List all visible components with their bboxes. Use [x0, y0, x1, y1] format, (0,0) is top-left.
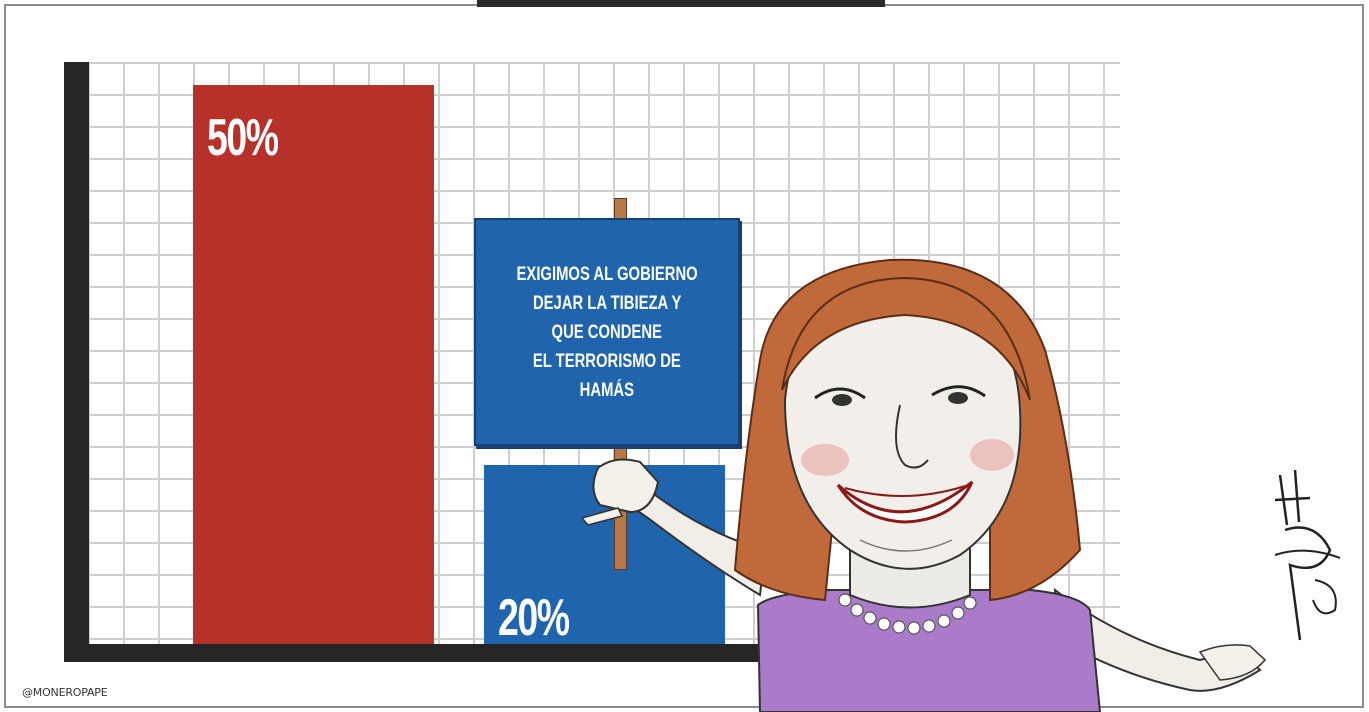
- sign-line-3: QUE CONDENE: [551, 321, 663, 343]
- sign-line-1: EXIGIMOS AL GOBIERNO: [516, 263, 698, 285]
- bar-50-percent: [193, 85, 434, 644]
- y-axis: [64, 62, 89, 662]
- bar-label-50: 50%: [207, 109, 279, 167]
- signature-scribble: [1274, 469, 1341, 641]
- caricature-figure: [580, 258, 1267, 712]
- credit-text: @MONEROPAPE: [22, 686, 108, 699]
- sign-line-2: DEJAR LA TIBIEZA Y: [532, 292, 682, 314]
- protest-sign: EXIGIMOS AL GOBIERNO DEJAR LA TIBIEZA Y …: [474, 218, 740, 446]
- sign-line-4: EL TERRORISMO DE: [533, 350, 681, 372]
- sign-line-5: HAMÁS: [579, 379, 635, 401]
- x-axis: [64, 644, 764, 662]
- top-edge-bar: [477, 0, 885, 7]
- bar-label-20: 20%: [498, 589, 570, 647]
